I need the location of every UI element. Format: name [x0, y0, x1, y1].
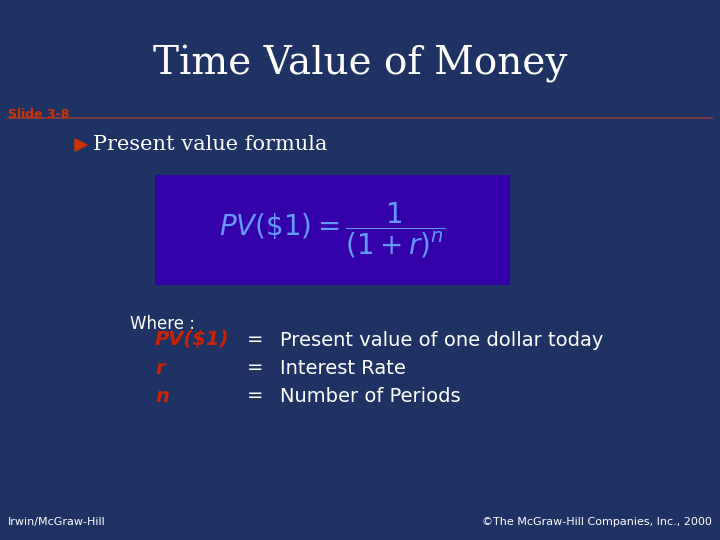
Text: =: = [247, 359, 264, 377]
Text: Where :: Where : [130, 315, 195, 333]
Text: n: n [155, 387, 169, 406]
Text: PV($1): PV($1) [155, 330, 230, 349]
Text: Interest Rate: Interest Rate [280, 359, 406, 377]
Bar [155, 175, 510, 285]
Text: $\mathit{PV}(\$1) = \dfrac{1}{(1+\mathit{r})^{n}}$: $\mathit{PV}(\$1) = \dfrac{1}{(1+\mathit… [219, 200, 446, 260]
Text: Present value of one dollar today: Present value of one dollar today [280, 330, 603, 349]
Text: Time Value of Money: Time Value of Money [153, 45, 567, 83]
Text: Slide 3-8: Slide 3-8 [8, 108, 69, 121]
Text: r: r [155, 359, 165, 377]
Polygon shape [75, 139, 87, 151]
Text: Number of Periods: Number of Periods [280, 387, 461, 406]
Text: ©The McGraw-Hill Companies, Inc., 2000: ©The McGraw-Hill Companies, Inc., 2000 [482, 517, 712, 527]
Text: Irwin/McGraw-Hill: Irwin/McGraw-Hill [8, 517, 106, 527]
Text: =: = [247, 387, 264, 406]
Text: =: = [247, 330, 264, 349]
Text: Present value formula: Present value formula [93, 136, 328, 154]
